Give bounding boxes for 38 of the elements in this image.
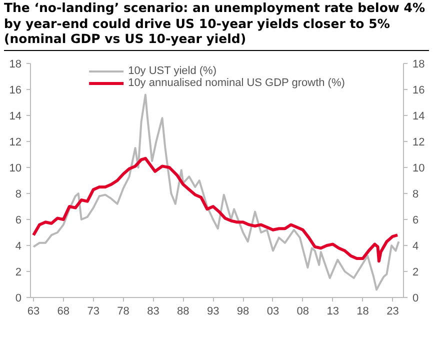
x-tick-label: 78	[117, 305, 130, 318]
line-series	[32, 156, 400, 262]
x-tick-label: 18	[356, 305, 369, 318]
y-tick-label: 12	[9, 136, 22, 148]
y2-tick-label: 4	[412, 240, 419, 252]
y-tick-label: 4	[15, 240, 22, 252]
legend-label: 10y UST yield (%)	[128, 64, 217, 77]
y2-tick-label: 18	[412, 58, 425, 70]
x-tick-label: 83	[147, 305, 160, 318]
y-tick-label: 0	[15, 292, 22, 304]
y2-tick-label: 12	[412, 136, 425, 148]
legend-label: 10y annualised nominal US GDP growth (%)	[128, 76, 345, 89]
x-tick-label: 03	[266, 305, 280, 318]
y-tick-label: 16	[9, 84, 22, 96]
y2-tick-label: 2	[412, 266, 419, 278]
y-tick-label: 8	[15, 188, 22, 200]
x-tick-label: 88	[177, 305, 190, 318]
x-tick-label: 73	[87, 305, 100, 318]
x-tick-label: 63	[27, 305, 40, 318]
y-tick-label: 2	[15, 266, 22, 278]
y2-tick-label: 16	[412, 84, 425, 96]
x-tick-label: 23	[386, 305, 399, 318]
y-tick-label: 10	[9, 162, 22, 174]
y2-tick-label: 6	[412, 214, 419, 226]
y-tick-label: 18	[9, 58, 22, 70]
x-tick-label: 13	[326, 305, 339, 318]
y2-tick-label: 8	[412, 188, 419, 200]
x-tick-label: 68	[57, 305, 70, 318]
y2-tick-label: 0	[412, 292, 419, 304]
x-tick-label: 98	[236, 305, 250, 318]
line-series	[32, 94, 400, 291]
y2-tick-label: 10	[412, 162, 425, 174]
y-tick-label: 6	[15, 214, 22, 226]
x-tick-label: 08	[296, 305, 310, 318]
chart-title: The ‘no-landing’ scenario: an unemployment rate below 4% by year-end could drive US 10-year yields closer to 5% (nominal GDP vs US 10-year yield)	[4, 0, 426, 47]
x-tick-label: 93	[206, 305, 220, 318]
y2-tick-label: 14	[412, 110, 425, 122]
y-tick-label: 14	[9, 110, 22, 122]
